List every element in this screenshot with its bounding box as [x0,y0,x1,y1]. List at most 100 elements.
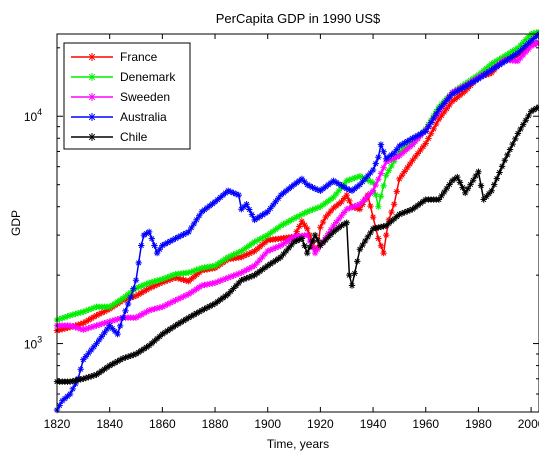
x-tick-label: 1840 [96,417,123,431]
data-point [264,262,271,269]
data-point [369,213,377,221]
data-point [88,373,95,380]
data-point [232,250,240,257]
data-point [385,157,393,164]
data-point [448,98,456,105]
data-point [488,60,495,68]
legend-item-sweeden[interactable]: Sweeden [71,90,170,104]
data-point [196,269,203,276]
data-point [335,215,343,223]
data-point [380,223,387,230]
legend[interactable]: France Denemark Sweeden Australia Chile [63,42,191,150]
y-tick-label: 104 [24,107,42,124]
data-point [417,130,424,138]
data-point [90,304,98,312]
data-point [477,182,485,189]
data-point [514,49,522,57]
data-point [390,149,398,157]
data-point [90,372,98,379]
legend-item-chile[interactable]: Chile [71,130,148,144]
data-point [206,303,213,310]
legend-item-france[interactable]: France [71,50,158,64]
data-point [359,178,366,185]
data-point [330,177,337,184]
data-point [519,51,527,59]
data-point [145,285,153,292]
data-point [248,272,256,280]
data-point [240,275,248,283]
data-point [269,259,277,266]
data-point [293,228,300,235]
data-point [198,282,206,289]
legend-item-denemark[interactable]: Denemark [71,70,176,84]
data-point [117,322,124,330]
data-point [396,142,403,150]
data-point [106,303,113,311]
data-point [153,335,161,342]
data-point [138,289,145,297]
data-point [61,314,69,321]
data-point [211,300,219,307]
data-point [306,207,314,214]
data-point [422,140,429,147]
data-point [346,197,353,205]
data-point [161,278,169,285]
data-point [496,169,503,176]
data-point [446,101,453,109]
x-tick-label: 1820 [44,417,71,431]
data-point [138,242,145,249]
x-tick-label: 1900 [254,417,281,431]
data-point [288,216,295,224]
data-point [306,182,314,190]
data-point [309,206,316,213]
data-point [85,373,92,381]
data-point [261,210,269,217]
data-point [330,228,337,236]
data-point [190,273,198,281]
data-point [59,397,66,405]
data-point [335,200,343,208]
data-point [412,153,419,161]
data-point [72,377,79,384]
data-point [377,193,385,200]
data-point [290,215,298,222]
data-point [364,233,371,241]
data-point [530,30,537,37]
data-point [440,100,448,107]
data-point [469,78,477,86]
data-point [143,344,150,351]
data-point [190,287,198,294]
legend-marker-icon [88,53,96,61]
data-point [196,265,203,273]
data-point [230,189,237,197]
data-point [151,278,158,285]
data-point [467,80,474,87]
data-point [251,216,258,224]
data-point [132,314,140,321]
data-point [330,194,337,201]
data-point [85,324,92,332]
data-point [225,253,232,261]
data-point [409,141,416,148]
data-point [311,185,319,192]
data-point [214,278,221,285]
data-point [496,61,503,69]
data-point [483,193,490,200]
data-point [98,333,105,340]
data-point [348,204,356,211]
data-point [253,259,261,267]
data-point [372,191,379,198]
data-point [317,203,324,210]
data-point [240,252,248,260]
legend-item-australia[interactable]: Australia [71,110,167,124]
data-point [367,178,374,185]
data-point [367,229,374,237]
data-point [88,324,95,331]
data-point [343,191,350,199]
data-point [185,269,192,276]
data-point [398,150,406,157]
data-point [393,146,400,153]
data-point [156,333,163,340]
data-point [240,203,248,210]
data-point [398,210,406,217]
